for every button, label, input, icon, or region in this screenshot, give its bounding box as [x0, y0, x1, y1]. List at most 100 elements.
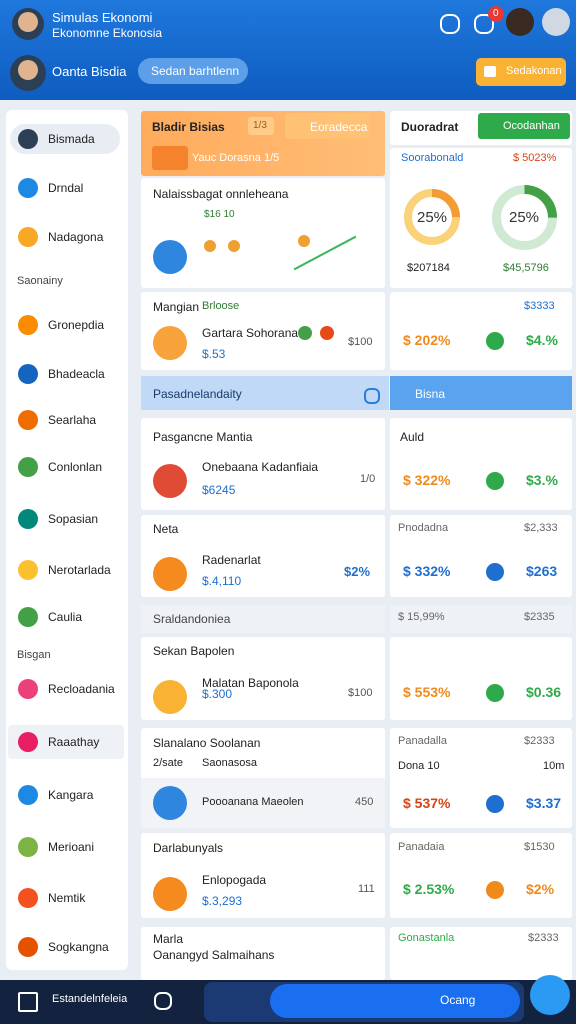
- stat-right: $0.36: [526, 684, 562, 700]
- bottom-label: Estandelnfeleia: [52, 993, 128, 1005]
- stat-icon: [486, 881, 504, 899]
- sidebar-item[interactable]: Merioani: [48, 840, 95, 854]
- sidebar-item[interactable]: Kangara: [48, 788, 94, 802]
- sidebar-item[interactable]: Gronepdia: [48, 318, 105, 332]
- sidebar-item[interactable]: Nerotarlada: [48, 563, 111, 577]
- sidebar-item[interactable]: Sogkangna: [48, 940, 109, 954]
- card: [390, 605, 572, 633]
- sidebar-item[interactable]: Nadagona: [48, 230, 104, 244]
- sidebar-item[interactable]: Raaathay: [48, 735, 100, 749]
- card-title: Panadalla: [398, 735, 447, 747]
- sidebar-item[interactable]: Bismada: [48, 132, 95, 146]
- card-title: Nalaissbagat onnleheana: [153, 187, 289, 201]
- sidebar-item[interactable]: Searlaha: [48, 413, 97, 427]
- card-subtitle: Yauc Dorasna 1/5: [192, 152, 280, 164]
- stat-left: $ 2.53%: [403, 881, 455, 897]
- notification-icon[interactable]: [440, 14, 460, 34]
- item-value: $100: [348, 687, 373, 699]
- sidebar-icon: [18, 457, 38, 477]
- card-value: $2335: [524, 611, 555, 623]
- item-name: Onebaana Kadanfiaia: [202, 460, 319, 474]
- sidebar-item[interactable]: Drndal: [48, 181, 84, 195]
- card: [390, 833, 572, 918]
- item-name: Gartara Sohorana: [202, 326, 299, 340]
- sidebar-item[interactable]: Recloadania: [48, 682, 115, 696]
- item-value: 1/0: [360, 473, 376, 485]
- section-bar: [141, 376, 389, 410]
- card-title: Soorabonald: [401, 152, 464, 164]
- sidebar-icon: [18, 888, 38, 908]
- sidebar-item[interactable]: Bhadeacla: [48, 367, 105, 381]
- sidebar-item[interactable]: Caulia: [48, 610, 83, 624]
- dot: [298, 326, 312, 340]
- sidebar-item[interactable]: Sopasian: [48, 512, 99, 526]
- card-icon: [153, 464, 187, 498]
- sidebar-heading: Saonainy: [17, 275, 63, 287]
- card-icon: [153, 786, 187, 820]
- stat-icon: [486, 472, 504, 490]
- stat-icon: [486, 795, 504, 813]
- stat-left: $ 537%: [403, 795, 451, 811]
- grid-icon[interactable]: [18, 992, 38, 1012]
- alert-icon[interactable]: [474, 14, 494, 34]
- card: [390, 418, 572, 510]
- donut-label: 25%: [416, 209, 448, 226]
- sidebar-icon: [18, 937, 38, 957]
- sidebar-item[interactable]: Nemtik: [48, 891, 86, 905]
- card-badge: 1/3: [253, 120, 267, 131]
- avatar: [542, 8, 570, 36]
- card-button[interactable]: [285, 113, 370, 139]
- badge: [488, 6, 504, 22]
- sidebar-icon: [18, 364, 38, 384]
- card-subtitle: Saonasosa: [202, 757, 258, 769]
- card-icon: [153, 680, 187, 714]
- card-button[interactable]: [478, 113, 570, 139]
- row: [141, 605, 385, 633]
- card-icon: [152, 146, 188, 170]
- item-name: Oanangyd Salmaihans: [153, 948, 275, 962]
- card-icon: [153, 557, 187, 591]
- card-value: $ 5023%: [513, 152, 557, 164]
- action-icon: [484, 66, 496, 77]
- sidebar-icon: [18, 607, 38, 627]
- card-title: Auld: [400, 430, 425, 444]
- button-text: Ocodanhan: [503, 120, 560, 132]
- stat-left: $ 322%: [403, 472, 451, 488]
- row-title: Sraldandoniea: [153, 612, 231, 626]
- card: [390, 728, 572, 828]
- card-title: Gonastanla: [398, 932, 455, 944]
- user-icon[interactable]: [154, 992, 172, 1010]
- item-amount: $.300: [202, 687, 233, 701]
- card-value: $2333: [528, 932, 559, 944]
- card-title: Duoradrat: [401, 120, 459, 134]
- avatar-face: [18, 60, 38, 80]
- stat-right: $4.%: [526, 332, 558, 348]
- card-subtitle: Dona 10: [398, 760, 440, 772]
- card-icon: [153, 326, 187, 360]
- stat-left: $207184: [407, 262, 450, 274]
- stat-icon: [486, 332, 504, 350]
- search-fab[interactable]: [530, 975, 570, 1015]
- card-tag: 2/sate: [153, 757, 183, 769]
- section-title: Bisna: [415, 387, 446, 401]
- search-button[interactable]: [138, 58, 248, 84]
- card-value: $2333: [524, 735, 555, 747]
- app-title: Simulas Ekonomi: [52, 10, 153, 25]
- button-text: Ocang: [440, 993, 476, 1007]
- card: [141, 178, 385, 288]
- stat-right: $2%: [526, 881, 555, 897]
- sidebar-icon: [18, 410, 38, 430]
- dot: [320, 326, 334, 340]
- donut-label: 25%: [508, 209, 540, 226]
- card: [390, 927, 572, 980]
- item-amount: $.4,110: [202, 574, 242, 588]
- section-bar: [390, 376, 572, 410]
- item-amount: $.53: [202, 347, 226, 361]
- sidebar-icon: [18, 509, 38, 529]
- primary-button[interactable]: [270, 984, 520, 1018]
- sidebar-icon: [18, 785, 38, 805]
- stat-right: $3.37: [526, 795, 562, 811]
- sidebar-item[interactable]: Conlonlan: [48, 460, 103, 474]
- item-name: Enlopogada: [202, 873, 267, 887]
